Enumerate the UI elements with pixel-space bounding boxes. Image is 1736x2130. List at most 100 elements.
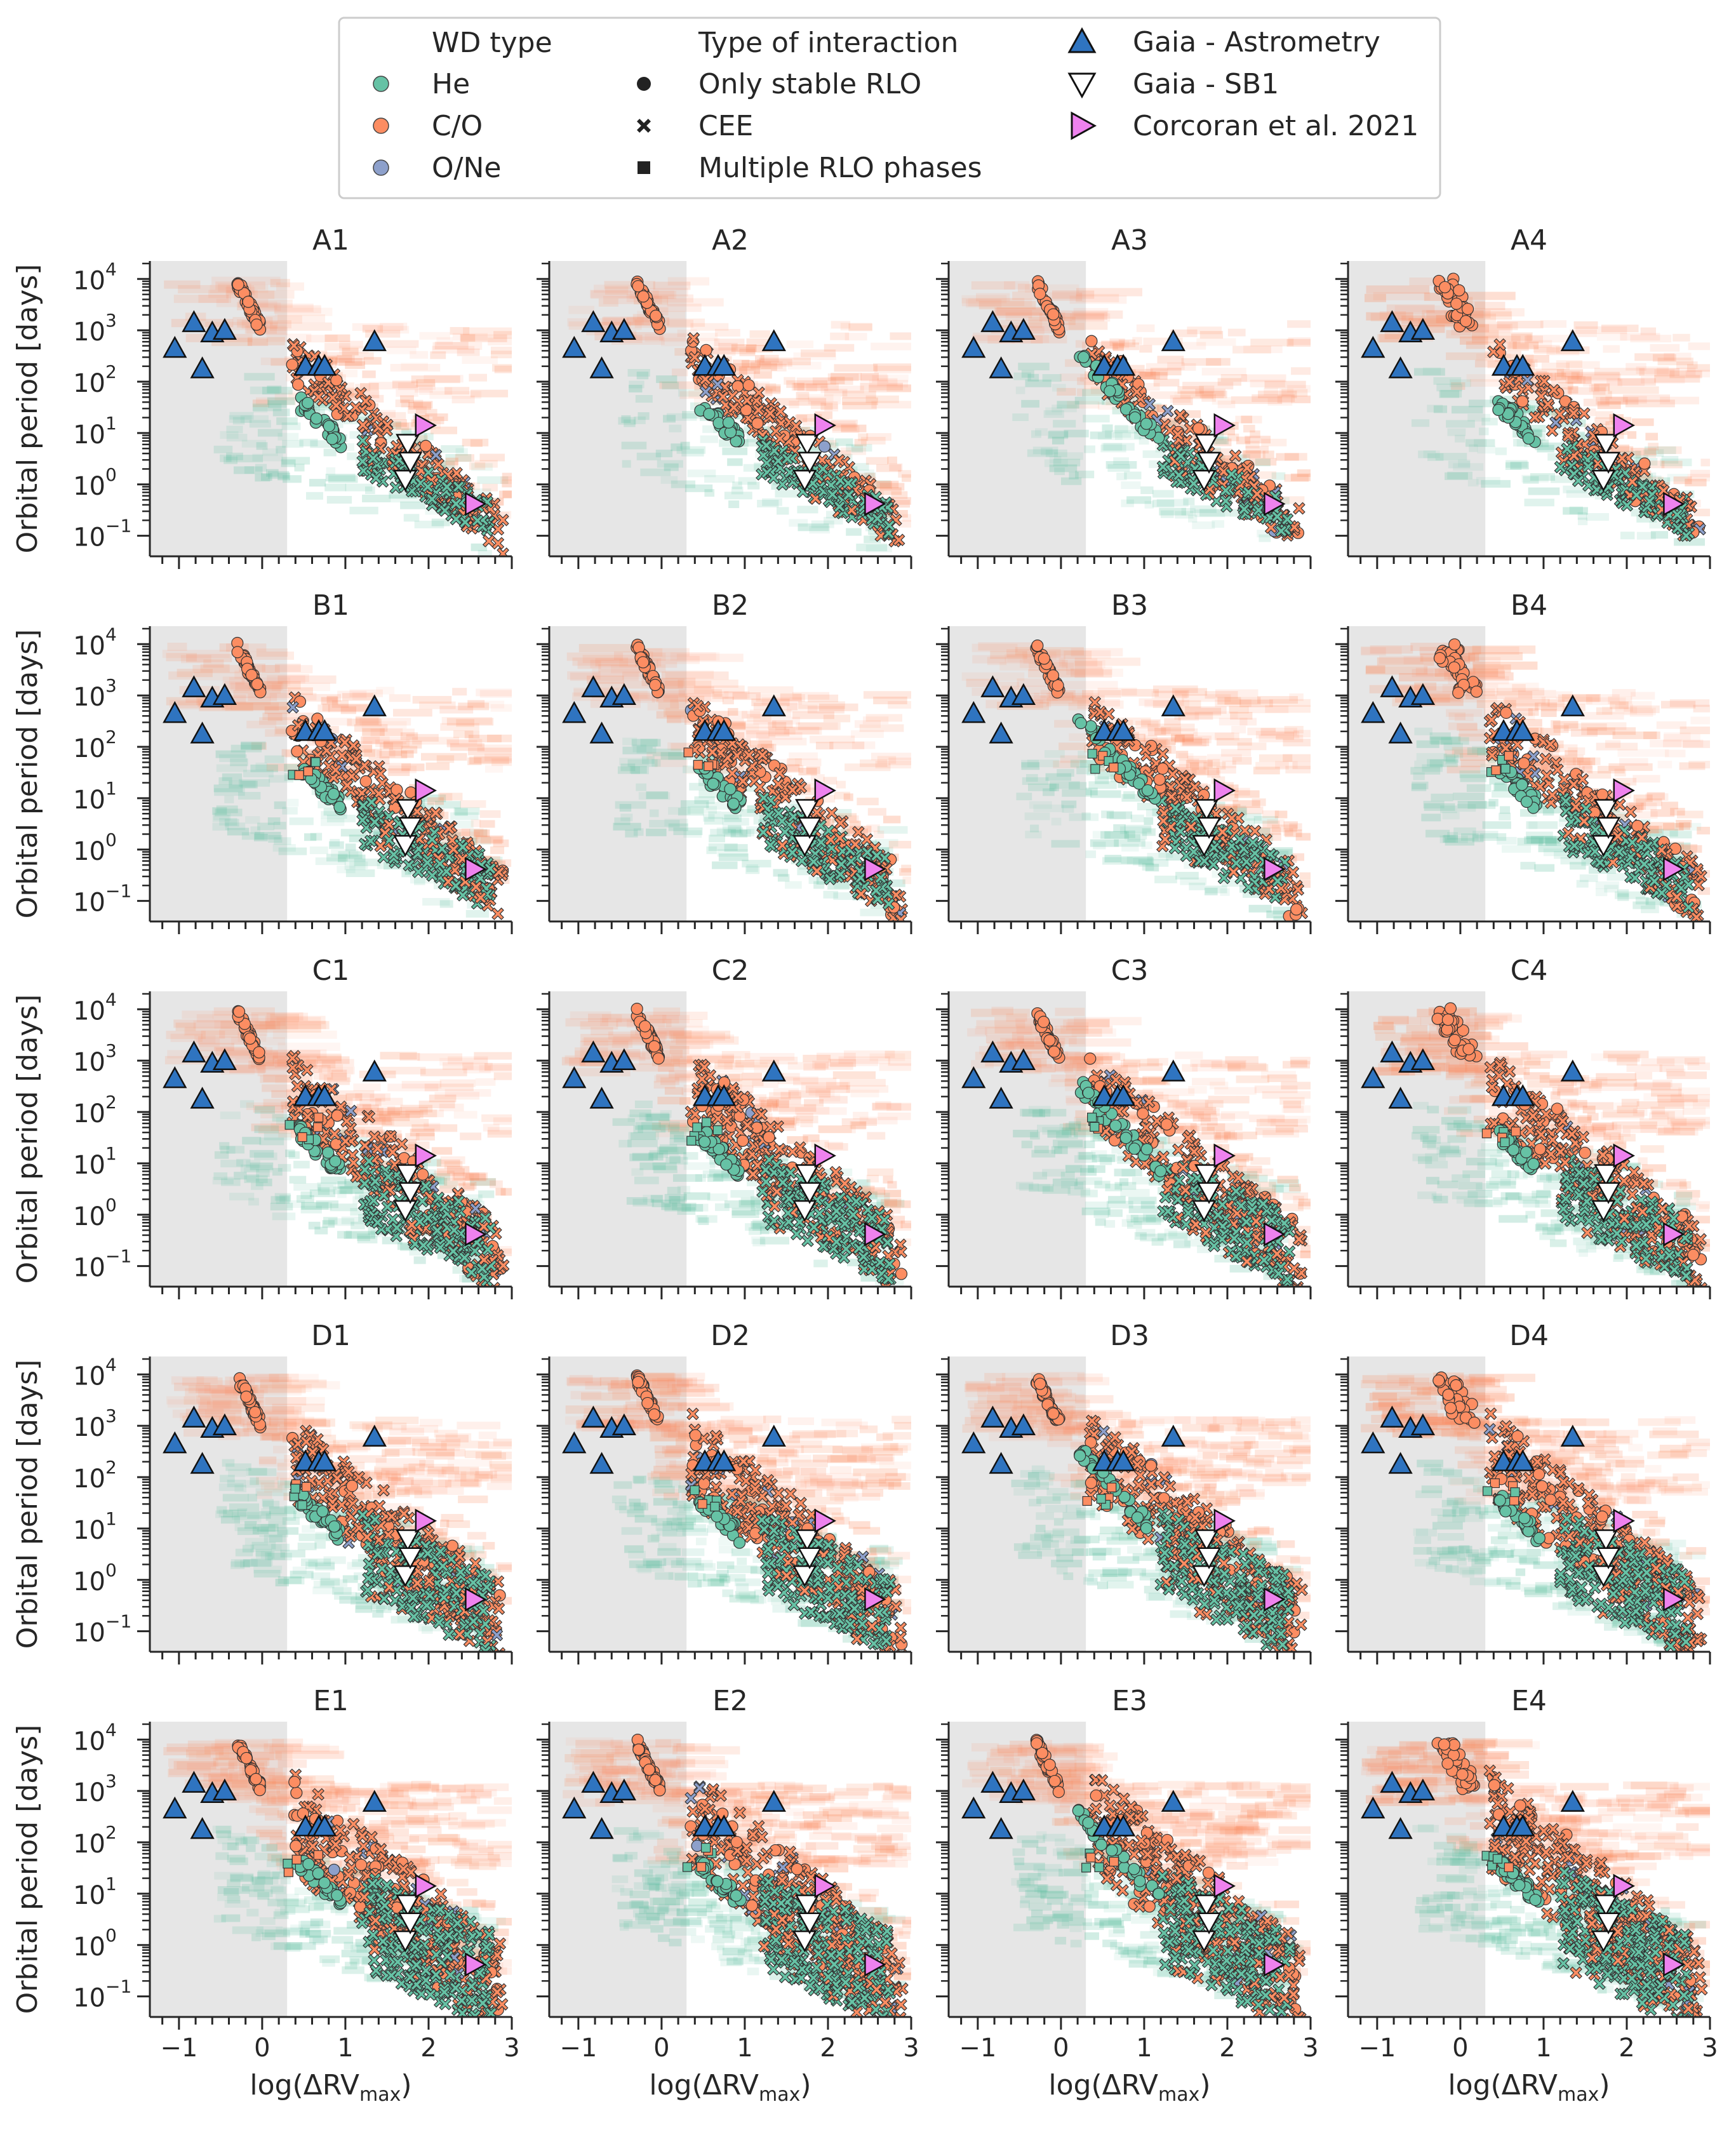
density-cell-he — [1138, 437, 1149, 445]
multi-rlo-point — [294, 770, 304, 780]
density-cell-co — [656, 711, 694, 719]
density-cell-co — [1101, 340, 1130, 349]
density-cell-co-band — [1207, 758, 1220, 767]
cee-point — [347, 739, 360, 752]
density-cell-co-wide — [166, 653, 197, 662]
density-cell-he — [1433, 405, 1448, 413]
density-cell-he — [738, 477, 757, 485]
density-cell-he — [1467, 413, 1490, 422]
density-cell-he — [262, 448, 278, 457]
density-cell-co-wide — [661, 671, 729, 680]
multi-rlo-point — [693, 760, 703, 770]
density-cell-co-band — [1254, 471, 1277, 479]
density-cell-he — [860, 908, 891, 916]
panel-plot-area — [549, 261, 911, 556]
shaded-region — [549, 626, 687, 921]
density-cell-co — [869, 380, 909, 388]
density-cell-co — [860, 373, 888, 382]
density-cell-co-wide — [1470, 313, 1496, 322]
density-cell-co — [827, 373, 859, 382]
stable-rlo-point — [1119, 403, 1133, 416]
stable-rlo-point — [650, 309, 662, 322]
density-cell-co — [865, 714, 902, 722]
density-cell-he — [629, 384, 643, 392]
density-cell-co — [1279, 388, 1294, 396]
cee-point — [861, 846, 874, 859]
density-cell-he — [808, 876, 819, 884]
shaded-region — [949, 261, 1086, 556]
density-cell-co — [875, 761, 911, 769]
simulated-systems — [631, 638, 909, 921]
density-cell-he — [330, 838, 340, 847]
density-cell-co-band — [445, 457, 458, 466]
density-cell-he — [1465, 439, 1495, 447]
cee-point — [286, 700, 299, 714]
density-cell-co-band — [728, 707, 738, 716]
density-cell-he — [220, 431, 239, 439]
density-cell-co-band — [858, 433, 869, 441]
cee-point — [288, 339, 300, 352]
density-cell-he — [354, 858, 380, 866]
density-cell-he — [1435, 453, 1467, 461]
density-cell-co — [1608, 386, 1659, 394]
density-cell-he — [213, 445, 233, 453]
density-cell-he — [294, 464, 305, 472]
density-cell-he — [272, 844, 296, 852]
density-cell-co — [1274, 761, 1298, 769]
density-cell-co-band — [1565, 375, 1586, 384]
density-cell-co — [890, 332, 911, 340]
cee-point — [894, 913, 907, 921]
density-cell-he — [310, 833, 323, 841]
density-cell-co — [1446, 352, 1493, 360]
density-cell-co — [1605, 396, 1647, 404]
density-cell-he — [1061, 800, 1077, 808]
stable-rlo-point — [251, 678, 264, 690]
density-cell-he — [1052, 436, 1065, 445]
cee-point — [688, 351, 701, 364]
density-cell-he — [809, 526, 831, 534]
stable-rlo-point — [330, 374, 343, 387]
density-cell-he — [698, 790, 721, 798]
density-cell-co-wide — [1052, 290, 1095, 299]
density-cell-co — [792, 711, 834, 720]
cee-point — [757, 826, 770, 839]
density-cell-he — [722, 817, 749, 826]
density-cell-he — [240, 415, 269, 423]
density-cell-he — [722, 826, 742, 834]
cee-point — [491, 908, 504, 920]
density-cell-he — [1048, 431, 1069, 439]
density-cell-he — [1051, 817, 1062, 826]
density-cell-co — [1526, 335, 1570, 343]
multi-rlo-point — [303, 767, 313, 777]
stable-rlo-point — [323, 420, 335, 432]
density-cell-co-band — [407, 406, 427, 414]
density-cell-he — [1064, 429, 1089, 438]
density-cell-co — [1253, 767, 1280, 775]
density-cell-co-band — [1594, 383, 1610, 391]
density-cell-co — [1617, 378, 1656, 386]
density-cell-co-wide — [676, 653, 744, 662]
density-cell-co-band — [500, 476, 512, 485]
density-cell-co — [877, 378, 898, 386]
density-cell-co — [384, 740, 422, 749]
density-cell-he — [465, 909, 490, 918]
density-cell-he — [632, 744, 647, 753]
density-cell-he — [1255, 459, 1271, 467]
density-cell-co-wide — [225, 702, 279, 711]
density-cell-co-band — [471, 819, 481, 827]
density-cell-co-band — [1139, 345, 1152, 353]
density-cell-co — [658, 690, 685, 699]
density-cell-he — [1141, 841, 1152, 850]
density-cell-co-band — [1235, 415, 1262, 424]
density-cell-co-band — [461, 828, 484, 836]
density-cell-co — [1221, 749, 1252, 757]
density-cell-he — [1103, 443, 1135, 451]
density-cell-co — [724, 691, 750, 699]
density-cell-co-band — [1236, 436, 1251, 445]
cee-point — [817, 462, 829, 476]
density-cell-co — [338, 370, 358, 378]
density-cell-he — [267, 397, 295, 405]
multi-rlo-point — [683, 747, 693, 758]
density-cell-co-wide — [277, 314, 326, 323]
